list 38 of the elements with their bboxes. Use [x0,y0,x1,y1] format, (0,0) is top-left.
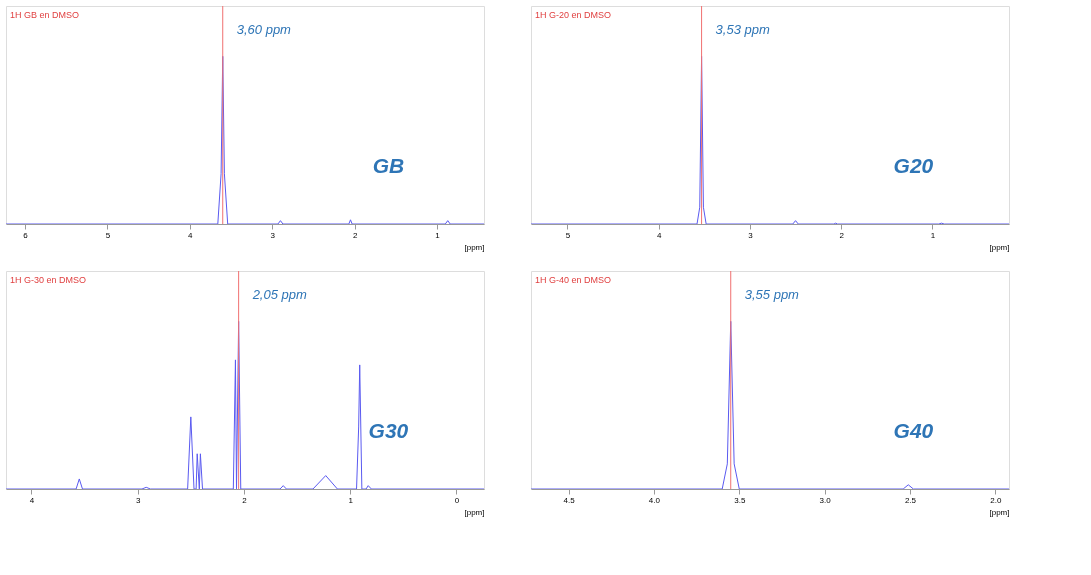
x-tick-label: 3 [135,495,141,505]
x-tick-label: 5 [105,230,111,240]
x-tick-label: 2.0 [990,495,1002,505]
chart-subtitle: 1H G-20 en DMSO [535,10,612,20]
x-tick-label: 5 [565,230,571,240]
x-tick-label: 3.0 [819,495,832,505]
x-tick-label: 1 [348,495,354,505]
x-tick-label: 2 [839,230,845,240]
x-axis-title: [ppm] [989,242,1010,252]
text: G30 [368,419,409,443]
ref-line-label: 2,05 ppm [251,287,307,302]
x-tick-label: 1 [930,230,936,240]
x-tick-label: 3 [748,230,754,240]
x-tick-label: 2 [352,230,358,240]
x-tick-label: 0 [454,495,460,505]
x-tick-label: 1 [435,230,441,240]
chart-subtitle: 1H G-40 en DMSO [535,275,612,285]
x-tick-label: 4 [29,495,35,505]
text: G40 [893,419,934,443]
chart-subtitle: 1H G-30 en DMSO [10,275,87,285]
x-axis-title: [ppm] [989,507,1010,517]
text: G20 [893,154,934,178]
ref-line-label: 3,53 ppm [715,22,770,37]
ref-line-label: 3,60 ppm [236,22,292,37]
x-tick-label: 3 [270,230,276,240]
ref-line-label: 3,55 ppm [744,287,800,302]
x-tick-label: 3.5 [734,495,746,505]
x-tick-label: 2.5 [904,495,917,505]
x-tick-label: 4 [188,230,194,240]
chart-subtitle: 1H GB en DMSO [10,10,80,20]
x-axis-title: [ppm] [464,242,485,252]
x-axis-title: [ppm] [464,507,485,517]
x-tick-label: 4 [656,230,662,240]
x-tick-label: 2 [242,495,248,505]
x-tick-label: 4.0 [648,495,661,505]
x-tick-label: 6 [23,230,29,240]
x-tick-label: 4.5 [563,495,576,505]
text: GB [372,154,405,178]
